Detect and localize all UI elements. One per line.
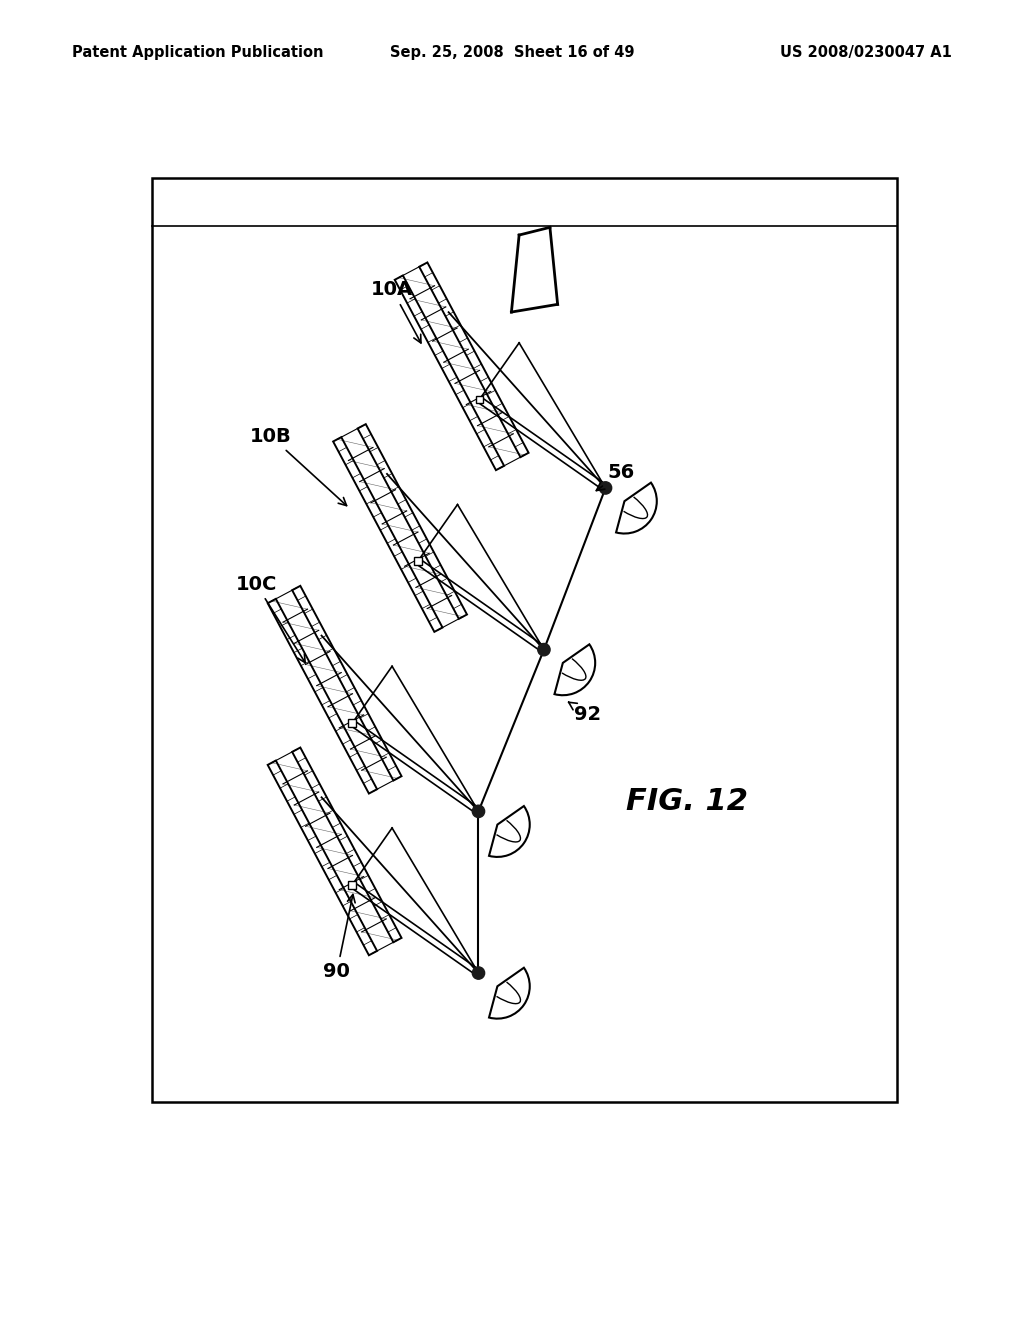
Text: 92: 92 <box>568 702 601 725</box>
Circle shape <box>472 805 484 817</box>
Polygon shape <box>414 557 422 565</box>
Polygon shape <box>348 880 356 888</box>
Text: FIG. 12: FIG. 12 <box>626 787 748 816</box>
Text: Sep. 25, 2008  Sheet 16 of 49: Sep. 25, 2008 Sheet 16 of 49 <box>390 45 634 59</box>
Text: US 2008/0230047 A1: US 2008/0230047 A1 <box>780 45 952 59</box>
Text: 56: 56 <box>596 463 635 491</box>
Text: 90: 90 <box>324 895 355 981</box>
Text: Patent Application Publication: Patent Application Publication <box>72 45 324 59</box>
Polygon shape <box>475 396 483 404</box>
Circle shape <box>599 482 611 494</box>
Polygon shape <box>348 719 356 727</box>
Text: 10C: 10C <box>236 574 305 663</box>
Text: 10A: 10A <box>372 280 421 343</box>
Text: 10B: 10B <box>250 426 346 506</box>
Circle shape <box>538 643 550 656</box>
Circle shape <box>472 966 484 979</box>
